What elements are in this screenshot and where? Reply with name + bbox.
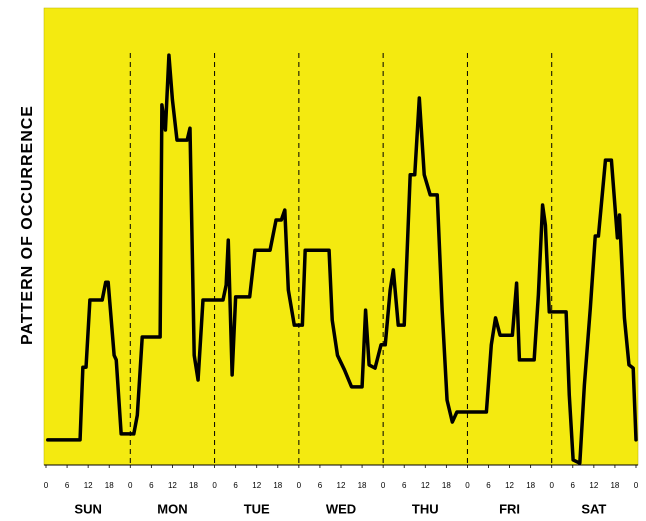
x-tick-label: 18 [273, 481, 282, 490]
x-tick-label: 0 [44, 481, 49, 490]
day-label: FRI [499, 501, 520, 516]
x-tick-label: 18 [610, 481, 619, 490]
day-label: TUE [244, 501, 270, 516]
day-label: WED [326, 501, 356, 516]
x-tick-label: 6 [318, 481, 323, 490]
x-tick-label: 6 [402, 481, 407, 490]
x-tick-label: 0 [549, 481, 554, 490]
y-axis-label: PATTERN OF OCCURRENCE [19, 105, 36, 345]
x-tick-label: 12 [252, 481, 261, 490]
x-tick-label: 12 [84, 481, 93, 490]
x-tick-label: 6 [571, 481, 576, 490]
x-tick-label: 6 [149, 481, 154, 490]
x-tick-label: 6 [65, 481, 70, 490]
data-line [46, 53, 638, 465]
x-tick-label: 18 [442, 481, 451, 490]
x-tick-label: 12 [505, 481, 514, 490]
x-tick-label: 6 [486, 481, 491, 490]
day-label: SAT [581, 501, 606, 516]
day-label: THU [412, 501, 439, 516]
x-tick-label: 18 [526, 481, 535, 490]
day-label: SUN [74, 501, 101, 516]
x-tick-label: 0 [381, 481, 386, 490]
x-tick-label: 0 [128, 481, 133, 490]
x-tick-label: 6 [233, 481, 238, 490]
x-tick-label: 18 [105, 481, 114, 490]
plot-area [43, 7, 639, 466]
x-tick-label: 0 [297, 481, 302, 490]
x-tick-label: 0 [634, 481, 639, 490]
x-tick-label: 18 [189, 481, 198, 490]
x-tick-label: 12 [589, 481, 598, 490]
day-label: MON [157, 501, 187, 516]
x-tick-label: 0 [465, 481, 470, 490]
x-tick-label: 18 [358, 481, 367, 490]
x-tick-label: 12 [337, 481, 346, 490]
x-tick-label: 0 [212, 481, 217, 490]
x-tick-label: 12 [421, 481, 430, 490]
x-tick-label: 12 [168, 481, 177, 490]
